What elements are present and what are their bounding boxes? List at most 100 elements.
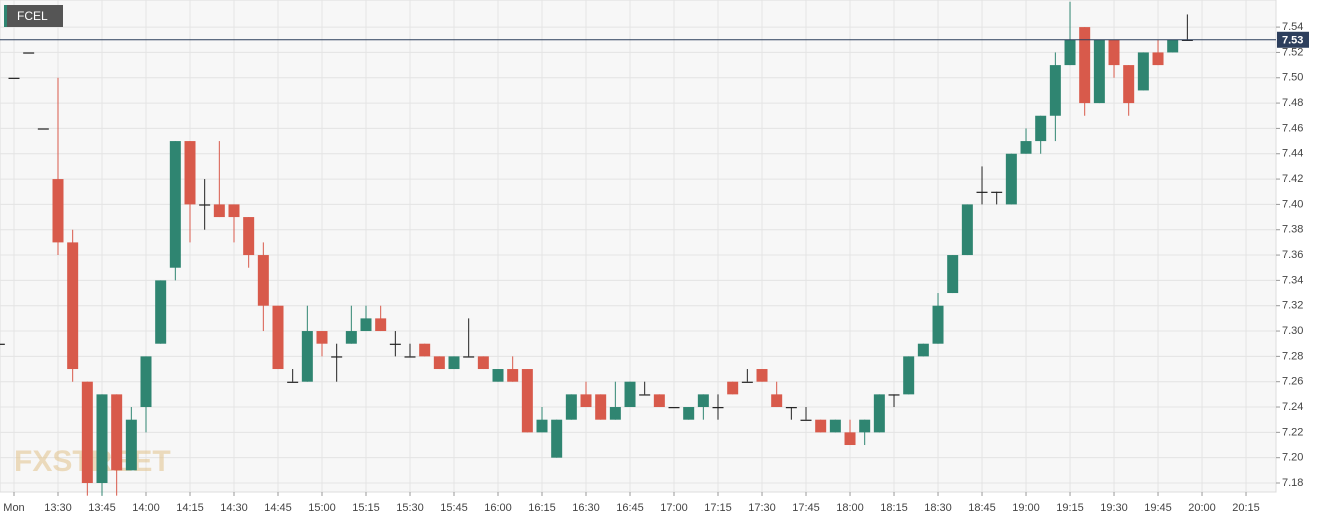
candle-body [712,407,724,409]
x-tick-label: 14:30 [220,502,248,514]
candle-body [155,280,167,344]
candle-body [243,217,255,256]
candle-body [609,407,621,420]
x-tick-label: 16:30 [572,502,600,514]
candle-body [697,394,709,408]
x-tick-label: 20:00 [1188,502,1216,514]
candle-body [903,356,915,395]
x-tick-label: 14:15 [176,502,204,514]
candle-body [961,204,973,256]
candle-body [433,356,445,370]
candle-body [1035,115,1047,142]
x-tick-label: 14:00 [132,502,160,514]
candle-body [111,394,123,471]
y-tick-label: 7.20 [1282,452,1303,464]
candle-body [536,419,548,433]
candle-body [287,381,299,383]
x-tick-label: 15:00 [308,502,336,514]
y-tick-label: 7.26 [1282,376,1303,388]
candle-body [67,242,79,370]
candle-body [23,52,35,54]
y-tick-label: 7.30 [1282,325,1303,337]
candle-body [1079,27,1091,104]
candle-body [389,343,401,345]
candle-body [272,305,284,370]
candle-body [917,343,929,357]
candle-body [771,394,783,408]
candle-body [683,407,695,420]
candle-body [1020,141,1032,154]
candle-body [1064,39,1076,66]
candle-body [653,394,665,408]
x-tick-label: 15:45 [440,502,468,514]
candle-body [888,394,900,396]
candle-body [1167,39,1179,53]
y-tick-label: 7.50 [1282,72,1303,84]
y-tick-label: 7.48 [1282,97,1303,109]
candle-body [991,191,1003,193]
candle-body [169,141,181,268]
candle-body [96,394,108,484]
candle-body [873,394,885,433]
y-tick-label: 7.38 [1282,224,1303,236]
x-tick-label: 17:15 [704,502,732,514]
candle-body [345,331,357,344]
x-tick-label: 20:15 [1232,502,1260,514]
candle-body [595,394,607,420]
x-tick-label: 17:30 [748,502,776,514]
x-tick-label: 19:30 [1100,502,1128,514]
candle-body [668,407,680,409]
candle-body [184,141,196,205]
candle-body [448,356,460,370]
candle-body [859,419,871,433]
candle-body [213,204,225,218]
y-tick-label: 7.28 [1282,350,1303,362]
x-tick-label: 18:45 [968,502,996,514]
candle-body [1137,52,1149,91]
y-tick-label: 7.40 [1282,198,1303,210]
candle-body [199,204,211,206]
candle-body [316,331,328,344]
x-tick-label: 16:00 [484,502,512,514]
candle-body [815,419,827,433]
candle-body [37,128,49,130]
x-tick-label: 16:15 [528,502,556,514]
candle-body [477,356,489,370]
x-tick-label: 15:30 [396,502,424,514]
y-tick-label: 7.46 [1282,122,1303,134]
candle-body [785,407,797,409]
candle-body [1152,52,1164,66]
last-price-tag [1277,31,1309,48]
x-tick-label: 19:45 [1144,502,1172,514]
candle-body [125,419,137,471]
candle-body [580,394,592,408]
x-tick-label: 17:45 [792,502,820,514]
candle-body [8,77,20,79]
x-tick-label: 19:00 [1012,502,1040,514]
candle-body [257,255,269,306]
grid-group [0,0,1276,492]
candle-body [565,394,577,420]
candle-body [1123,65,1135,104]
candle-body [800,419,812,421]
candle-body [932,305,944,344]
x-tick-label: 18:30 [924,502,952,514]
candle-body [741,381,753,383]
y-tick-label: 7.18 [1282,477,1303,489]
x-tick-label: 13:45 [88,502,116,514]
candle-body [140,356,152,408]
x-tick-label: 15:15 [352,502,380,514]
x-tick-label: 14:45 [264,502,292,514]
y-tick-label: 7.34 [1282,274,1303,286]
x-tick-label: 19:15 [1056,502,1084,514]
candle-body [756,369,768,382]
candle-body [81,381,93,484]
candle-body [947,255,959,294]
candle-body [727,381,739,395]
x-tick-label: 17:00 [660,502,688,514]
candle-body [1093,39,1105,104]
candle-body [551,419,563,458]
symbol-accent [4,5,7,27]
candle-body [228,204,240,218]
